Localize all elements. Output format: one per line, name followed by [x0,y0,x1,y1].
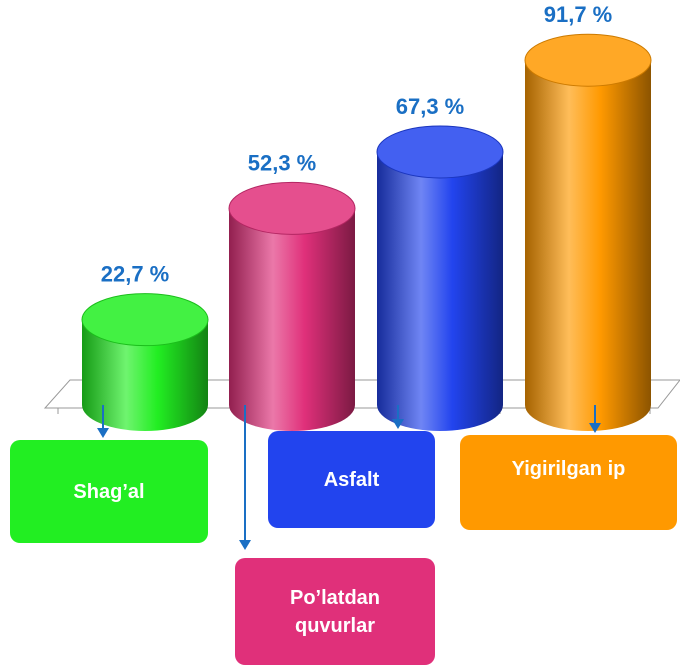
category-label: Yigirilgan ip [460,435,677,530]
bar-top [524,33,652,87]
bar-top [81,293,209,347]
arrow-head [97,428,109,438]
bar-top [376,125,504,179]
bar [525,60,651,431]
value-label: 52,3 % [248,150,317,175]
bar [229,208,355,431]
value-label: 22,7 % [101,262,170,287]
arrow-head [392,419,404,429]
category-label: Po’latdan quvurlar [235,558,435,665]
value-label: 91,7 % [544,2,613,27]
bar-top [228,181,356,235]
bar [377,151,503,431]
arrow-head [239,540,251,550]
arrow-head [589,423,601,433]
category-label: Shag’al [10,440,208,543]
bar [82,319,208,431]
category-label: Asfalt [268,431,435,528]
value-label: 67,3 % [396,94,465,119]
